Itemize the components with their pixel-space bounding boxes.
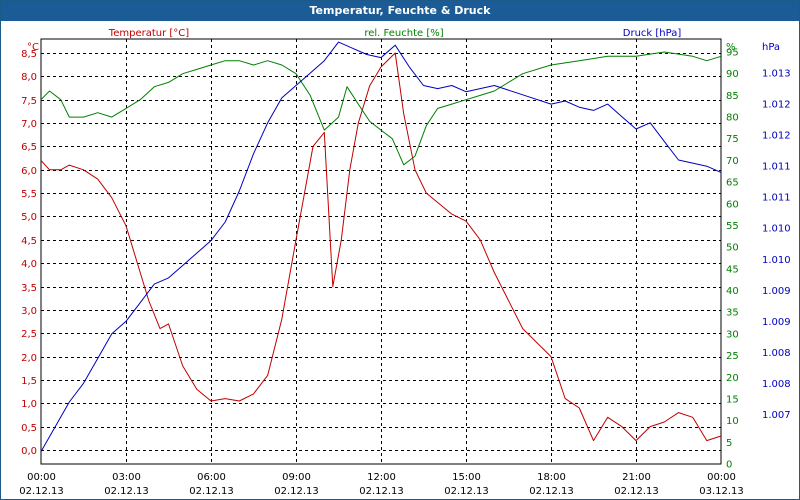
series-line-1: [40, 52, 722, 442]
temperature-tick-label: 5,5: [21, 189, 37, 200]
humidity-tick-label: 5: [726, 438, 732, 449]
pressure-tick-label: 1.010: [762, 255, 791, 266]
x-tick-date: 02.12.13: [104, 486, 149, 497]
temperature-tick-label: 8,5: [21, 49, 37, 60]
pressure-tick-label: 1.009: [762, 317, 791, 328]
x-tick-time: 15:00: [452, 472, 481, 483]
temperature-tick-label: 5,0: [21, 212, 37, 223]
humidity-tick-label: 20: [726, 373, 739, 384]
x-tick-time: 00:00: [707, 472, 736, 483]
pressure-tick-label: 1.011: [762, 193, 791, 204]
temperature-tick-label: 4,5: [21, 236, 37, 247]
temperature-tick-label: 2,5: [21, 329, 37, 340]
x-tick-time: 21:00: [622, 472, 651, 483]
humidity-tick-label: 85: [726, 91, 739, 102]
humidity-tick-label: 35: [726, 308, 739, 319]
pressure-tick-label: 1.012: [762, 131, 791, 142]
x-tick-date: 02.12.13: [189, 486, 234, 497]
temperature-tick-label: 1,0: [21, 399, 37, 410]
humidity-tick-label: 65: [726, 178, 739, 189]
x-tick-date: 02.12.13: [529, 486, 574, 497]
x-tick-time: 12:00: [367, 472, 396, 483]
humidity-tick-label: 90: [726, 69, 739, 80]
x-tick-time: 18:00: [537, 472, 566, 483]
temperature-tick-label: 7,5: [21, 96, 37, 107]
humidity-unit-label: %: [726, 42, 736, 53]
temperature-tick-label: 8,0: [21, 72, 37, 83]
series-line-2: [40, 51, 722, 166]
humidity-tick-label: 50: [726, 243, 739, 254]
humidity-tick-label: 75: [726, 134, 739, 145]
temperature-tick-label: 6,0: [21, 166, 37, 177]
x-tick-date: 02.12.13: [444, 486, 489, 497]
series-line-3: [40, 41, 722, 452]
temperature-tick-label: 6,5: [21, 142, 37, 153]
humidity-tick-label: 80: [726, 113, 739, 124]
temperature-tick-label: 7,0: [21, 119, 37, 130]
temperature-tick-label: 0,0: [21, 446, 37, 457]
pressure-tick-label: 1.010: [762, 224, 791, 235]
pressure-unit-label: hPa: [762, 42, 780, 53]
temperature-tick-label: 3,0: [21, 306, 37, 317]
x-tick-time: 03:00: [112, 472, 141, 483]
humidity-tick-label: 15: [726, 394, 739, 405]
temperature-tick-label: 1,5: [21, 376, 37, 387]
x-tick-date: 02.12.13: [274, 486, 319, 497]
humidity-tick-label: 25: [726, 351, 739, 362]
pressure-tick-label: 1.008: [762, 379, 791, 390]
temperature-tick-label: 2,0: [21, 353, 37, 364]
pressure-tick-label: 1.011: [762, 162, 791, 173]
humidity-tick-label: 0: [726, 460, 732, 471]
humidity-tick-label: 55: [726, 221, 739, 232]
humidity-tick-label: 45: [726, 264, 739, 275]
x-tick-time: 06:00: [197, 472, 226, 483]
x-tick-date: 02.12.13: [614, 486, 659, 497]
window-title: Temperatur, Feuchte & Druck: [1, 1, 799, 21]
temperature-tick-label: 4,0: [21, 259, 37, 270]
series-legend-1: Temperatur [°C]: [108, 28, 189, 39]
x-tick-date: 02.12.13: [359, 486, 404, 497]
pressure-tick-label: 1.009: [762, 286, 791, 297]
x-tick-time: 09:00: [282, 472, 311, 483]
x-tick-date: 02.12.13: [19, 486, 64, 497]
x-tick-date: 03.12.13: [699, 486, 744, 497]
series-legend-2: rel. Feuchte [%]: [364, 28, 443, 39]
pressure-tick-label: 1.012: [762, 100, 791, 111]
series-legend-3: Druck [hPa]: [623, 28, 682, 39]
pressure-tick-label: 1.007: [762, 410, 791, 421]
x-tick-time: 00:00: [27, 472, 56, 483]
temperature-unit-label: °C: [27, 42, 39, 53]
humidity-tick-label: 40: [726, 286, 739, 297]
humidity-tick-label: 95: [726, 48, 739, 59]
pressure-tick-label: 1.008: [762, 348, 791, 359]
temperature-tick-label: 3,5: [21, 283, 37, 294]
humidity-tick-label: 10: [726, 416, 739, 427]
humidity-tick-label: 70: [726, 156, 739, 167]
humidity-tick-label: 60: [726, 199, 739, 210]
humidity-tick-label: 30: [726, 329, 739, 340]
temperature-tick-label: 0,5: [21, 423, 37, 434]
pressure-tick-label: 1.013: [762, 69, 791, 80]
